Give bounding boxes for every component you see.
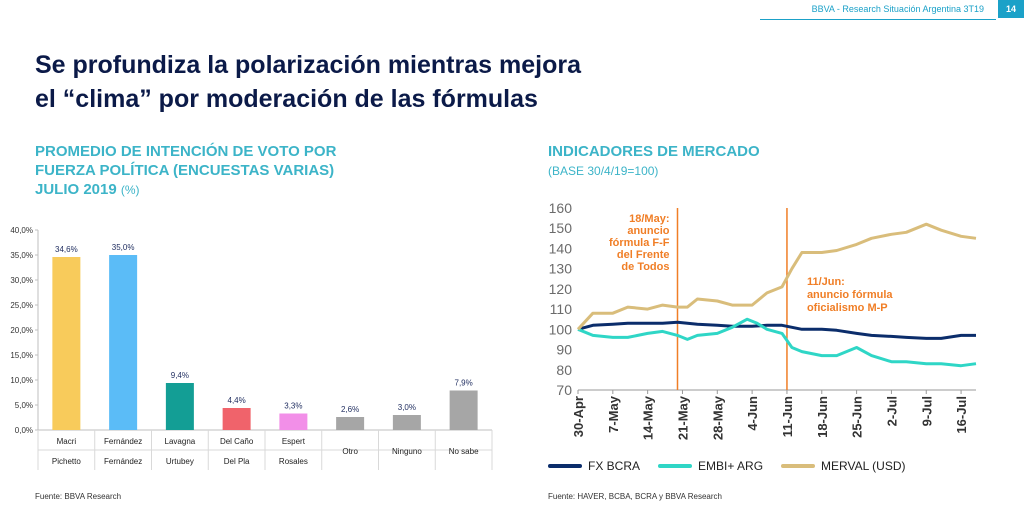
left-source-note: Fuente: BBVA Research <box>35 492 122 501</box>
y-tick-label: 30,0% <box>10 276 33 285</box>
y-tick-label: 110 <box>550 301 573 317</box>
y-tick-label: 160 <box>549 200 573 216</box>
x-tick-label: 2-Jul <box>884 396 899 426</box>
bar <box>165 383 194 430</box>
category-label: Fernández <box>104 437 142 446</box>
page-title-line-2: el “clima” por moderación de las fórmula… <box>35 85 538 113</box>
legend-label: EMBI+ ARG <box>698 459 764 473</box>
right-chart-title: INDICADORES DE MERCADO <box>548 143 760 160</box>
bar-value-label: 9,4% <box>171 371 189 380</box>
x-tick-label: 18-Jun <box>815 396 830 438</box>
annotation-text: de Todos <box>621 261 669 273</box>
bar-value-label: 34,6% <box>55 245 78 254</box>
left-chart-title: PROMEDIO DE INTENCIÓN DE VOTO POR FUERZA… <box>35 142 415 200</box>
category-label: Ninguno <box>392 447 422 456</box>
bar <box>449 390 478 430</box>
right-chart-subtitle: (BASE 30/4/19=100) <box>548 164 659 178</box>
category-label: Espert <box>282 437 306 446</box>
y-tick-label: 5,0% <box>15 401 33 410</box>
annotation-text: del Frente <box>617 249 670 261</box>
series-line <box>577 317 977 368</box>
left-title-period: JULIO 2019 <box>35 181 117 198</box>
bar <box>336 417 365 430</box>
bar <box>222 408 251 430</box>
y-tick-label: 20,0% <box>10 326 33 335</box>
annotation-text: 11/Jun: <box>807 276 845 288</box>
legend-item: EMBI+ ARG <box>658 459 763 473</box>
legend-label: MERVAL (USD) <box>821 459 906 473</box>
legend-label: FX BCRA <box>588 459 641 473</box>
y-tick-label: 40,0% <box>10 226 33 235</box>
bar-value-label: 3,3% <box>284 402 302 411</box>
y-tick-label: 10,0% <box>10 376 33 385</box>
y-tick-label: 100 <box>549 321 573 337</box>
left-title-line-2: FUERZA POLÍTICA (ENCUESTAS VARIAS) <box>35 162 335 179</box>
y-tick-label: 140 <box>549 240 573 256</box>
y-tick-label: 25,0% <box>10 301 33 310</box>
category-label: Macri <box>57 437 77 446</box>
annotation-text: oficialismo M-P <box>807 302 888 314</box>
x-tick-label: 7-May <box>606 395 621 433</box>
header-divider <box>760 19 996 20</box>
x-tick-label: 21-May <box>675 395 690 440</box>
x-tick-label: 16-Jul <box>954 396 969 434</box>
annotation-text: anuncio <box>627 225 669 237</box>
bar <box>279 413 308 430</box>
annotation-text: fórmula F-F <box>609 237 670 249</box>
bar-value-label: 2,6% <box>341 405 359 414</box>
x-tick-label: 9-Jul <box>919 396 934 426</box>
bar-value-label: 35,0% <box>112 243 135 252</box>
category-label: No sabe <box>449 447 479 456</box>
x-tick-label: 4-Jun <box>745 396 760 431</box>
y-tick-label: 130 <box>549 261 573 277</box>
annotation-text: anuncio fórmula <box>807 289 893 301</box>
category-label: Otro <box>342 447 358 456</box>
y-tick-label: 150 <box>549 220 573 236</box>
x-tick-label: 30-Apr <box>571 396 586 437</box>
vote-intention-bar-chart: 0,0% 5,0% 10,0% 15,0% 20,0% 25,0% 30,0% 35,0% 40… <box>10 226 493 470</box>
category-label: Pichetto <box>52 457 81 466</box>
y-tick-label: 0,0% <box>15 426 33 435</box>
category-label: Lavagna <box>165 437 196 446</box>
left-title-unit: (%) <box>120 183 140 197</box>
line-chart-legend: FX BCRA EMBI+ ARG MERVAL (USD) <box>548 459 906 473</box>
legend-swatch <box>658 464 693 468</box>
x-tick-label: 14-May <box>641 395 656 440</box>
right-source-note: Fuente: HAVER, BCBA, BCRA y BBVA Researc… <box>548 492 722 501</box>
x-tick-label: 25-Jun <box>850 396 865 438</box>
y-tick-label: 90 <box>556 342 572 358</box>
annotation-text: 18/May: <box>629 213 669 225</box>
page-title-line-1: Se profundiza la polarización mientras m… <box>35 51 581 79</box>
bar <box>392 415 421 430</box>
y-tick-label: 70 <box>556 382 572 398</box>
y-tick-label: 80 <box>556 362 572 378</box>
category-label: Del Caño <box>220 437 254 446</box>
x-tick-label: 11-Jun <box>780 396 795 437</box>
report-header: BBVA - Research Situación Argentina 3T19 <box>811 4 984 14</box>
category-label: Fernández <box>104 457 142 466</box>
series-line <box>576 222 977 331</box>
bar <box>109 255 138 430</box>
category-label: Del Pla <box>224 457 250 466</box>
legend-item: FX BCRA <box>548 459 640 473</box>
y-tick-label: 120 <box>549 281 573 297</box>
bar-value-label: 7,9% <box>455 379 473 388</box>
category-label: Urtubey <box>166 457 194 466</box>
legend-swatch <box>548 464 582 468</box>
page-number: 14 <box>998 0 1024 18</box>
left-title-line-1: PROMEDIO DE INTENCIÓN DE VOTO POR <box>35 143 337 160</box>
bar <box>52 257 81 430</box>
y-tick-label: 15,0% <box>10 351 33 360</box>
y-tick-label: 35,0% <box>10 251 33 260</box>
legend-item: MERVAL (USD) <box>781 459 906 473</box>
series-line <box>577 320 976 340</box>
market-indicators-line-chart: 70 80 90 100 110 120 130 140 150 160 30-Apr 7-May 14… <box>549 200 977 440</box>
bar-value-label: 4,4% <box>228 396 246 405</box>
left-title-line-3: JULIO 2019 (%) <box>35 180 415 200</box>
legend-swatch <box>781 464 816 468</box>
bar-value-label: 3,0% <box>398 403 416 412</box>
page-title: Se profundiza la polarización mientras m… <box>35 48 735 116</box>
category-label: Rosales <box>279 457 308 466</box>
x-tick-label: 28-May <box>710 395 725 440</box>
